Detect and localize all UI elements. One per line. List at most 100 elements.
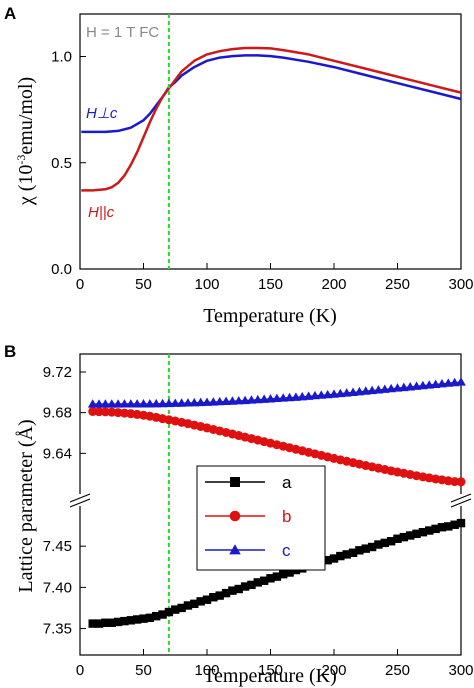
legend-marker [229,510,241,522]
series-a-point [323,555,332,565]
panel-b: B 0 50 100 150 200 250 300 9.64 9.68 9.72 7.35 7.40… [4,342,474,687]
legend-label: a [282,473,292,492]
series-a-point [367,542,377,552]
legend-label: b [282,507,291,526]
series-a-point [126,616,135,625]
series-a-point [450,520,459,529]
legend-entry-a: a [205,473,292,492]
series-a-point [361,544,370,553]
panel-b-xtick-label: 50 [135,662,152,679]
series-a-point [158,610,167,619]
series-a-point [285,568,294,577]
panel-a: A 0 50 100 150 200 250 300 0.0 0.5 1.0 H = 1 T FC… [4,4,474,327]
series-a-point [132,615,142,624]
series-b-point [94,407,104,417]
panel-a-series [81,46,462,192]
series-label-hpar: H||c [88,204,115,221]
panel-b-ytick-label: 7.35 [43,621,72,638]
series-c-point [265,394,276,403]
panel-b-ylabel: Lattice parameter (Å) [15,419,37,592]
series-a-point [107,618,116,627]
panel-b-xtick-label: 250 [385,662,410,679]
series-c-point [113,399,123,408]
series-a [88,518,466,628]
series-a-point [145,613,155,623]
panel-b-ytick-label: 9.64 [43,445,72,462]
series-a-point [234,584,243,594]
series-c-point [138,398,149,408]
series-a-point [221,588,231,598]
panel-b-xtick-label: 100 [194,662,219,679]
series-c-point [233,395,244,405]
series-a-point [348,548,358,557]
legend-marker [229,544,241,555]
series-c-point [246,395,257,404]
series-a-point [253,578,262,587]
series-b [88,406,466,487]
series-c-point [259,394,269,403]
series-c-point [189,397,200,407]
series-c-point [94,399,104,408]
series-a-point [139,614,148,623]
series-a-point [101,618,110,627]
panel-a-xtick-label: 50 [135,276,152,293]
panel-a-xtick-label: 300 [448,276,473,293]
axis-break [68,493,473,508]
series-b-point [88,406,98,416]
panel-b-xtick-label: 150 [258,662,283,679]
series-a-point [425,526,434,535]
panel-b-ytick-label: 9.72 [43,364,72,381]
series-a-point [393,534,402,543]
series-a-point [380,538,389,548]
panel-a-xtick-label: 0 [76,276,84,293]
legend-entry-c: c [205,541,291,560]
legend-entry-b: b [205,507,291,526]
series-a-point [456,518,466,528]
series-b-point [100,407,110,417]
series-c-point [278,393,289,402]
series-c-point [100,399,111,408]
series-c [87,377,466,408]
panel-a-ylabel: χ (10-3emu/mol) [14,77,37,206]
series-c-point [183,398,193,407]
series-c-point [297,391,308,401]
series-c-point [151,398,162,408]
panel-b-series [87,377,466,628]
series-c-point [214,396,225,406]
panel-a-series-line-0 [81,54,462,134]
panel-a-xtick-label: 150 [258,276,283,293]
panel-a-xtick-label: 200 [321,276,346,293]
series-a-point [209,593,218,602]
series-a-point [418,527,428,537]
legend: abc [196,465,326,571]
series-c-point [202,397,212,406]
series-b-point [456,477,466,487]
series-a-point [406,531,415,540]
series-a-point [399,532,409,542]
panel-a-ticks: 0 50 100 150 200 250 300 0.0 0.5 1.0 [51,49,473,294]
series-a-point [355,546,364,555]
panel-b-ytick-label: 9.68 [43,405,72,422]
series-a-point [259,576,269,585]
series-a-point [171,605,180,614]
panel-b-ytick-label: 7.45 [43,538,72,555]
series-c-point [240,395,250,405]
series-c-point [157,398,168,408]
series-c-point [303,391,314,400]
panel-a-ytick-label: 0.5 [51,155,72,172]
series-a-point [336,551,345,561]
series-label-hperp: H⊥c [86,105,118,122]
series-a-point [272,572,282,581]
series-c-point [164,398,174,408]
series-b-point [450,477,460,487]
series-a-point [183,601,193,610]
panel-a-series-line-1 [81,46,462,192]
series-a-point [240,582,250,591]
panel-a-xtick-label: 250 [385,276,410,293]
series-c-point [176,398,187,407]
series-a-point [431,524,440,534]
series-a-point [228,586,237,595]
series-c-point [227,396,238,405]
panel-b-label: B [4,342,16,361]
